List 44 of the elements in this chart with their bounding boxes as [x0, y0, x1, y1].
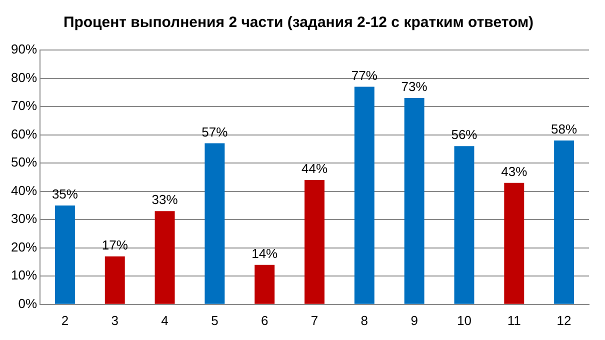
data-label: 77%: [351, 68, 378, 83]
y-tick-label: 50%: [10, 154, 38, 170]
data-label: 44%: [301, 161, 328, 176]
data-label: 73%: [401, 79, 428, 94]
bar: [54, 205, 75, 304]
bar: [554, 140, 574, 304]
bar: [104, 256, 125, 304]
x-tick-label: 4: [161, 312, 168, 328]
bar: [404, 98, 424, 304]
x-tick-label: 2: [61, 312, 69, 328]
y-tick-label: 40%: [10, 182, 38, 198]
y-tick-label: 60%: [10, 126, 38, 142]
data-label: 35%: [52, 186, 78, 202]
data-label: 17%: [102, 237, 128, 252]
bar: [454, 146, 474, 304]
y-tick-label: 0%: [18, 296, 38, 311]
y-tick-label: 30%: [10, 211, 38, 226]
y-tick-label: 70%: [10, 98, 38, 114]
data-label: 33%: [152, 192, 178, 208]
x-tick-label: 6: [260, 312, 268, 328]
x-tick-label: 10: [456, 312, 472, 328]
bar: [154, 211, 175, 304]
bar: [354, 86, 374, 304]
data-label: 14%: [252, 246, 278, 261]
data-label: 56%: [451, 127, 478, 142]
y-tick-label: 20%: [10, 239, 38, 254]
x-tick-label: 3: [111, 312, 118, 328]
x-tick-label: 9: [410, 312, 418, 328]
x-tick-label: 11: [507, 312, 521, 328]
bar: [254, 264, 275, 304]
y-tick-label: 80%: [10, 70, 38, 85]
x-tick-label: 12: [556, 312, 572, 328]
bar: [504, 182, 524, 304]
x-tick-label: 7: [310, 312, 318, 328]
y-tick-label: 10%: [10, 268, 38, 283]
x-tick-label: 8: [360, 312, 368, 328]
y-tick-label: 90%: [10, 42, 38, 57]
bar: [304, 180, 324, 304]
data-label: 58%: [551, 122, 578, 137]
data-label: 43%: [501, 164, 528, 179]
chart-title: Процент выполнения 2 части (задания 2-12 с кратким ответом): [63, 14, 534, 32]
bar: [204, 143, 225, 304]
data-label: 57%: [202, 124, 228, 140]
x-tick-label: 5: [211, 312, 218, 328]
